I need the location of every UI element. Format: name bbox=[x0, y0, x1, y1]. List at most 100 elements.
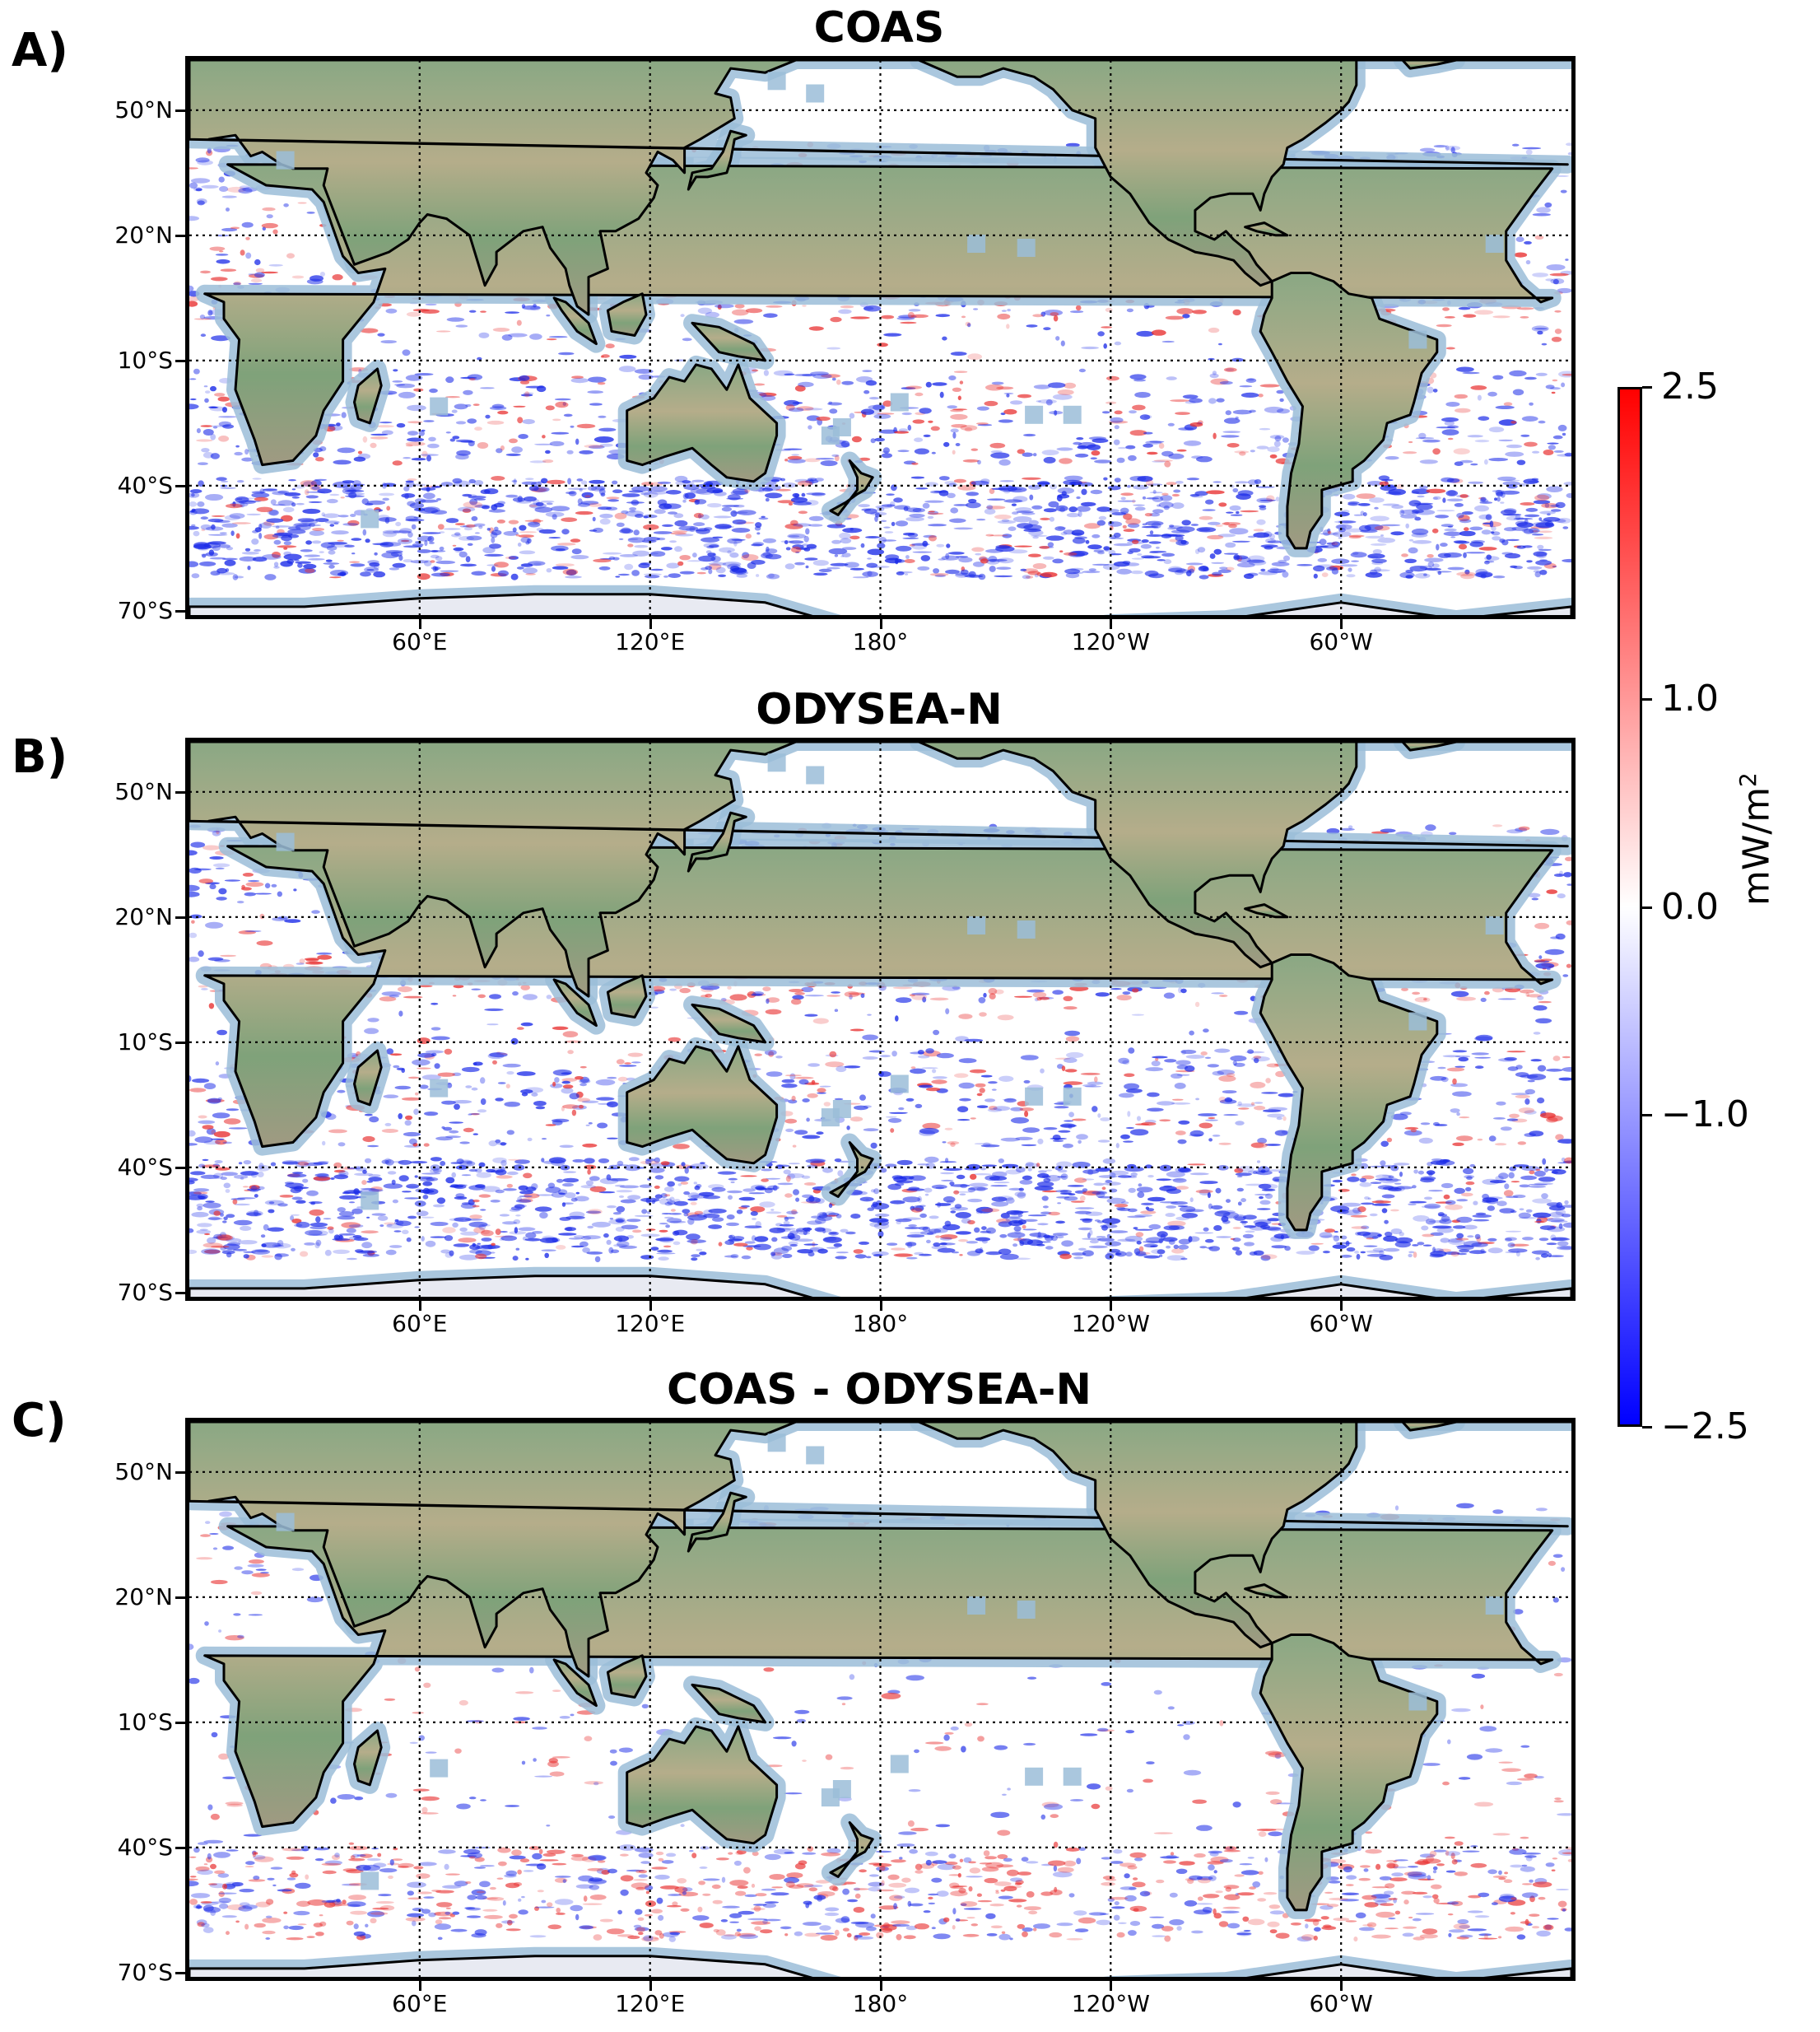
field-speck bbox=[805, 1158, 826, 1163]
field-speck bbox=[1340, 1254, 1352, 1258]
field-speck bbox=[1014, 1191, 1026, 1197]
field-speck bbox=[541, 1249, 556, 1251]
field-speck bbox=[826, 566, 840, 570]
field-speck bbox=[379, 492, 395, 496]
field-speck bbox=[1256, 1208, 1271, 1210]
field-speck bbox=[270, 499, 277, 506]
field-speck bbox=[935, 1235, 941, 1238]
field-speck bbox=[1535, 1168, 1541, 1172]
field-speck bbox=[966, 501, 981, 509]
field-speck bbox=[1017, 1214, 1023, 1218]
field-speck bbox=[1464, 527, 1469, 531]
field-speck bbox=[459, 525, 470, 528]
field-speck bbox=[1166, 1205, 1176, 1209]
field-speck bbox=[1232, 540, 1250, 543]
field-speck bbox=[189, 1228, 194, 1233]
field-speck bbox=[414, 373, 434, 376]
field-speck bbox=[1308, 1245, 1320, 1251]
field-speck bbox=[1505, 1195, 1519, 1199]
field-speck bbox=[1178, 1244, 1189, 1250]
field-speck bbox=[1475, 571, 1493, 578]
field-speck bbox=[1539, 570, 1548, 576]
field-speck bbox=[1092, 1191, 1108, 1195]
field-speck bbox=[1539, 510, 1556, 515]
field-speck bbox=[1515, 514, 1521, 520]
field-speck bbox=[542, 1235, 555, 1241]
field-speck bbox=[1366, 1237, 1374, 1240]
field-speck bbox=[329, 576, 342, 579]
field-speck bbox=[281, 515, 293, 522]
field-speck bbox=[1096, 506, 1111, 512]
field-speck bbox=[241, 552, 259, 555]
field-speck bbox=[634, 544, 649, 548]
field-speck bbox=[311, 486, 320, 491]
field-speck bbox=[234, 576, 244, 579]
field-speck bbox=[1097, 331, 1105, 337]
field-speck bbox=[883, 333, 902, 337]
field-speck bbox=[1557, 424, 1567, 431]
field-speck bbox=[1414, 573, 1431, 579]
field-speck bbox=[996, 386, 1014, 390]
field-speck bbox=[382, 530, 398, 538]
field-speck bbox=[1106, 1197, 1126, 1205]
field-speck bbox=[626, 1235, 634, 1239]
field-speck bbox=[1454, 503, 1464, 507]
field-speck bbox=[745, 308, 763, 314]
field-speck bbox=[545, 450, 551, 454]
field-speck bbox=[1226, 566, 1235, 571]
field-speck bbox=[1340, 1235, 1348, 1240]
field-speck bbox=[1454, 461, 1464, 466]
field-speck bbox=[668, 573, 681, 578]
field-speck bbox=[766, 305, 783, 308]
field-speck bbox=[191, 524, 196, 527]
field-speck bbox=[414, 541, 422, 543]
field-speck bbox=[297, 1161, 310, 1166]
field-speck bbox=[1523, 529, 1534, 534]
field-speck bbox=[1424, 567, 1441, 571]
field-speck bbox=[422, 1195, 429, 1200]
field-speck bbox=[731, 538, 746, 541]
field-speck bbox=[1003, 408, 1017, 415]
field-speck bbox=[524, 391, 530, 398]
field-speck bbox=[1369, 569, 1378, 576]
field-speck bbox=[776, 1215, 788, 1218]
field-speck bbox=[311, 540, 322, 544]
field-speck bbox=[288, 479, 296, 482]
field-speck bbox=[1092, 438, 1109, 443]
field-speck bbox=[667, 1200, 676, 1205]
field-speck bbox=[1132, 404, 1146, 411]
field-speck bbox=[976, 1186, 986, 1191]
field-speck bbox=[950, 352, 967, 357]
field-speck bbox=[628, 510, 636, 513]
field-speck bbox=[1157, 1249, 1166, 1255]
field-speck bbox=[494, 562, 509, 568]
field-speck bbox=[1018, 1187, 1024, 1191]
field-speck bbox=[1399, 509, 1405, 516]
field-speck bbox=[945, 1158, 949, 1163]
field-speck bbox=[842, 528, 863, 534]
field-speck bbox=[752, 369, 759, 372]
field-speck bbox=[423, 492, 435, 500]
field-speck bbox=[730, 1181, 735, 1184]
field-speck bbox=[984, 1175, 1000, 1181]
field-speck bbox=[1436, 1227, 1454, 1233]
field-speck bbox=[1409, 566, 1428, 572]
field-speck bbox=[384, 1158, 392, 1165]
field-speck bbox=[765, 492, 783, 499]
field-speck bbox=[361, 1230, 379, 1234]
field-speck bbox=[715, 566, 726, 574]
field-speck bbox=[1427, 554, 1434, 558]
field-speck bbox=[1007, 309, 1011, 312]
field-speck bbox=[615, 1164, 629, 1167]
field-speck bbox=[1560, 189, 1567, 193]
field-speck bbox=[1211, 1205, 1223, 1210]
field-speck bbox=[1232, 1227, 1241, 1229]
field-speck bbox=[328, 550, 336, 555]
field-speck bbox=[1050, 312, 1059, 316]
field-speck bbox=[1025, 576, 1034, 579]
field-speck bbox=[1063, 552, 1078, 556]
field-speck bbox=[1234, 450, 1250, 454]
field-speck bbox=[726, 1214, 735, 1220]
field-speck bbox=[1210, 378, 1229, 385]
field-speck bbox=[1152, 496, 1164, 502]
